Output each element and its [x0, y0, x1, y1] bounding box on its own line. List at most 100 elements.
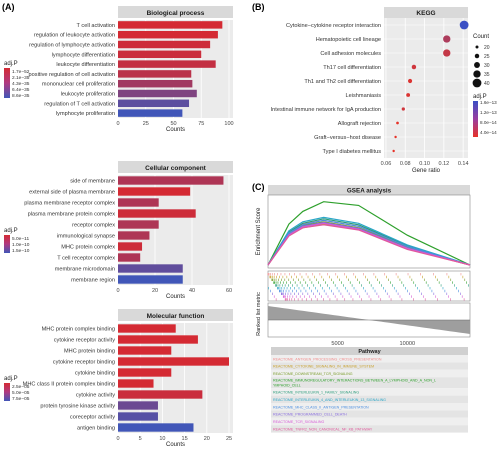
bar [118, 99, 190, 108]
legend-row [271, 369, 468, 378]
legend-header [271, 347, 468, 355]
colorbar [4, 383, 10, 401]
chart-title: Biological process [147, 10, 205, 17]
y-tick-label: Leishmaniasis [346, 93, 382, 99]
x-tick-label: 10000 [400, 341, 416, 347]
bar [118, 231, 150, 240]
x-tick-label: 60 [226, 288, 232, 294]
bar [118, 70, 192, 78]
bar [118, 89, 197, 98]
bar [118, 40, 211, 49]
y-tick-label: regulation of T cell activation [44, 101, 115, 107]
count-legend-dot [472, 78, 482, 88]
bar [118, 198, 159, 207]
legend-title: adj.P [4, 228, 18, 234]
bar [118, 390, 203, 399]
y-tick-label: Hematopoietic cell lineage [316, 37, 381, 43]
bar [118, 60, 216, 68]
x-tick-label: 0.06 [381, 161, 392, 167]
count-legend-label: 35 [484, 72, 490, 78]
x-tick-label: 0 [116, 288, 119, 294]
y-tick-label: Intestinal immune network for IgA produc… [271, 107, 381, 113]
x-tick-label: 20 [204, 436, 210, 442]
x-axis-label: Counts [166, 442, 185, 448]
data-point [392, 149, 395, 153]
y-tick-label: antigen binding [77, 426, 115, 432]
y-tick-label: membrane microdomain [55, 267, 115, 273]
y-tick-label: leukocyte proliferation [61, 92, 115, 98]
bar [118, 335, 198, 344]
series-line [267, 216, 471, 266]
series-line [267, 222, 471, 266]
legend-entry: REACTOME_TCR_SIGNALING [273, 420, 324, 424]
legend-entry: REACTOME_INTERLEUKIN_1_FAMILY_SIGNALING [273, 391, 359, 395]
y-tick-label: T cell receptor complex [57, 256, 115, 262]
legend-title: Pathway [358, 349, 381, 355]
count-legend-dot [473, 70, 481, 78]
bar [118, 21, 223, 29]
chart-title: KEGG [416, 10, 435, 17]
x-tick-label: 10 [159, 436, 165, 442]
bar [118, 187, 191, 196]
bar [118, 220, 159, 229]
y-tick-label: leukocyte differentiation [56, 62, 115, 68]
rank-axis-label: Ranked list metric [256, 292, 262, 336]
y-tick-label: regulation of leukocyte activation [34, 33, 115, 39]
y-tick-label: Cytokine−cytokine receptor interaction [286, 23, 381, 29]
legend-row [271, 362, 468, 370]
bar [118, 357, 229, 366]
x-tick-label: 25 [226, 436, 232, 442]
legend-row [271, 403, 468, 411]
y-tick-label: side of membrane [70, 179, 115, 185]
legend-entry: REACTOME_CYTOKINE_SIGNALING_IN_IMMUNE_SY… [273, 365, 374, 369]
bar [118, 253, 141, 262]
legend-row [271, 410, 468, 418]
legend-title: adj.P [4, 376, 18, 382]
count-legend-dot [475, 45, 479, 49]
colorbar-label: 8.0e−14 [480, 120, 497, 125]
y-tick-label: mononuclear cell proliferation [42, 82, 115, 88]
count-legend-label: 40 [484, 81, 490, 87]
y-tick-label: MHC class II protein complex binding [23, 382, 115, 388]
bar [118, 324, 176, 333]
x-axis-label: Gene ratio [412, 168, 441, 174]
legend-row [271, 388, 468, 396]
color-legend-title: adj.P [473, 94, 487, 100]
colorbar-label: 2.5e−05 [12, 384, 30, 390]
count-legend-label: 20 [484, 45, 490, 51]
bar [118, 368, 172, 377]
legend-row [271, 425, 468, 433]
bar [118, 50, 202, 59]
y-axis-label: Enrichment Score [256, 207, 262, 255]
legend-entry-cont: YMPHOID_CELL [273, 384, 301, 388]
y-tick-label: Th17 cell differentiation [323, 65, 381, 71]
colorbar-label: 1.7e−52 [12, 69, 30, 75]
x-tick-label: 15 [182, 436, 188, 442]
x-tick-label: 0.10 [419, 161, 430, 167]
colorbar-label: 5.0e−11 [12, 236, 29, 242]
count-legend-title: Count [473, 34, 489, 40]
colorbar [473, 101, 478, 137]
y-tick-label: cytokine binding [75, 371, 115, 377]
y-tick-label: external side of plasma membrane [29, 190, 115, 196]
chart-title: GSEA analysis [347, 188, 392, 195]
x-tick-label: 0 [116, 436, 119, 442]
bar [118, 30, 218, 39]
x-tick-label: 5 [139, 436, 142, 442]
y-tick-label: protein tyrosine kinase activity [40, 404, 115, 410]
chart-title: Molecular function [147, 313, 205, 320]
y-tick-label: receptor complex [72, 223, 115, 229]
y-tick-label: lymphocyte differentiation [52, 52, 115, 58]
y-tick-label: MHC protein complex binding [42, 327, 115, 333]
count-legend-dot [474, 53, 480, 59]
bar [118, 209, 196, 218]
bar [118, 412, 158, 421]
count-legend-dot [474, 62, 480, 68]
title-strip-0 [118, 6, 233, 18]
data-point [411, 64, 417, 70]
bar [118, 79, 193, 88]
y-tick-label: cytokine receptor binding [53, 360, 115, 366]
y-tick-label: Allograft rejection [338, 121, 381, 127]
